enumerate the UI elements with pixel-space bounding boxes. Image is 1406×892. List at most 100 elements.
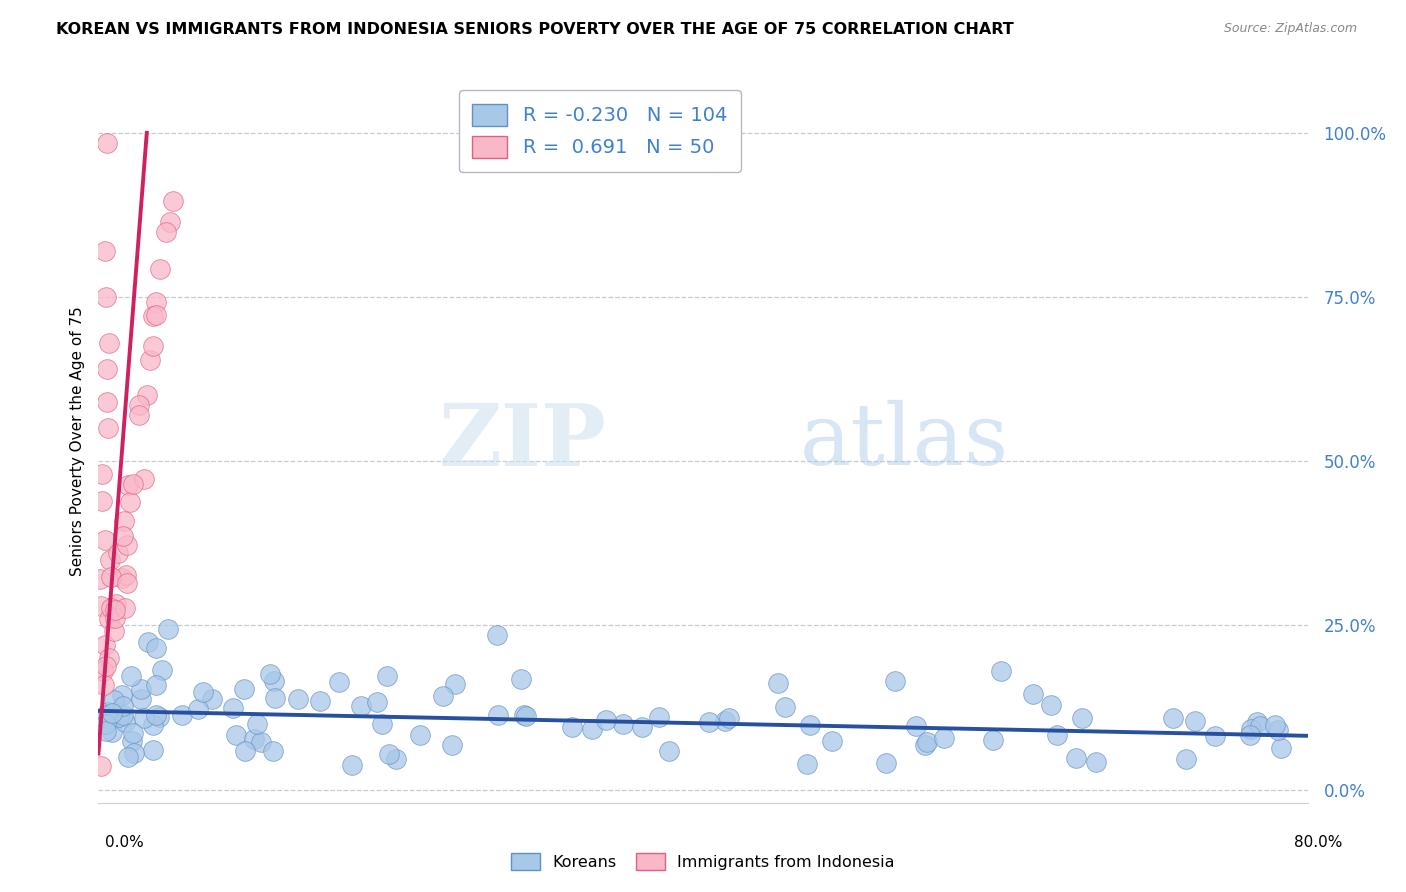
Point — [193, 685, 215, 699]
Point — [1070, 710, 1092, 724]
Point — [1246, 714, 1268, 729]
Point — [1270, 740, 1292, 755]
Point — [697, 715, 720, 730]
Point — [136, 635, 159, 649]
Point — [378, 747, 401, 761]
Point — [114, 600, 136, 615]
Point — [101, 706, 124, 720]
Point — [444, 677, 467, 691]
Point — [104, 603, 127, 617]
Point — [115, 538, 138, 552]
Point — [1264, 718, 1286, 732]
Point — [150, 663, 173, 677]
Point — [96, 421, 118, 435]
Point — [115, 568, 138, 582]
Point — [111, 571, 134, 585]
Point — [142, 309, 165, 323]
Point — [111, 688, 134, 702]
Point — [97, 612, 120, 626]
Point — [94, 708, 117, 723]
Point — [1267, 723, 1289, 738]
Point — [108, 710, 131, 724]
Point — [486, 708, 509, 723]
Point — [94, 244, 117, 258]
Point — [773, 700, 796, 714]
Point — [121, 734, 143, 748]
Point — [90, 759, 112, 773]
Y-axis label: Seniors Poverty Over the Age of 75: Seniors Poverty Over the Age of 75 — [69, 307, 84, 576]
Point — [259, 666, 281, 681]
Point — [932, 731, 955, 745]
Point — [104, 611, 127, 625]
Text: KOREAN VS IMMIGRANTS FROM INDONESIA SENIORS POVERTY OVER THE AGE OF 75 CORRELATI: KOREAN VS IMMIGRANTS FROM INDONESIA SENI… — [56, 22, 1014, 37]
Point — [1040, 698, 1063, 712]
Point — [138, 352, 160, 367]
Point — [432, 689, 454, 703]
Point — [103, 624, 125, 638]
Point — [233, 681, 256, 696]
Point — [904, 719, 927, 733]
Point — [1249, 718, 1271, 732]
Point — [96, 395, 118, 409]
Point — [114, 715, 136, 730]
Point — [117, 750, 139, 764]
Point — [631, 720, 654, 734]
Point — [250, 734, 273, 748]
Point — [172, 707, 194, 722]
Point — [159, 215, 181, 229]
Point — [107, 547, 129, 561]
Point — [1184, 714, 1206, 728]
Point — [115, 575, 138, 590]
Point — [128, 398, 150, 412]
Point — [142, 339, 165, 353]
Point — [145, 641, 167, 656]
Point — [91, 665, 114, 679]
Point — [112, 529, 135, 543]
Point — [145, 309, 167, 323]
Point — [1064, 751, 1087, 765]
Text: ZIP: ZIP — [439, 400, 606, 483]
Point — [145, 708, 167, 723]
Point — [884, 673, 907, 688]
Point — [340, 757, 363, 772]
Point — [91, 467, 114, 482]
Point — [262, 744, 284, 758]
Text: Source: ZipAtlas.com: Source: ZipAtlas.com — [1223, 22, 1357, 36]
Point — [93, 677, 115, 691]
Point — [981, 733, 1004, 747]
Point — [914, 738, 936, 752]
Point — [766, 675, 789, 690]
Point — [581, 723, 603, 737]
Point — [287, 691, 309, 706]
Point — [94, 638, 117, 652]
Point — [100, 724, 122, 739]
Point — [136, 388, 159, 402]
Point — [90, 493, 112, 508]
Point — [89, 573, 111, 587]
Point — [94, 724, 117, 739]
Point — [875, 756, 897, 770]
Point — [96, 717, 118, 731]
Point — [246, 716, 269, 731]
Point — [94, 533, 117, 547]
Point — [120, 669, 142, 683]
Point — [97, 705, 120, 719]
Text: 80.0%: 80.0% — [1295, 836, 1343, 850]
Point — [90, 599, 112, 613]
Point — [349, 699, 371, 714]
Point — [513, 707, 536, 722]
Point — [371, 717, 394, 731]
Point — [149, 261, 172, 276]
Point — [120, 495, 142, 509]
Point — [1239, 728, 1261, 742]
Point — [128, 408, 150, 422]
Point — [121, 476, 143, 491]
Point — [157, 622, 180, 636]
Point — [100, 570, 122, 584]
Point — [94, 659, 117, 673]
Point — [796, 756, 818, 771]
Point — [134, 711, 156, 725]
Point — [595, 713, 617, 727]
Point — [187, 701, 209, 715]
Legend: Koreans, Immigrants from Indonesia: Koreans, Immigrants from Indonesia — [505, 847, 901, 877]
